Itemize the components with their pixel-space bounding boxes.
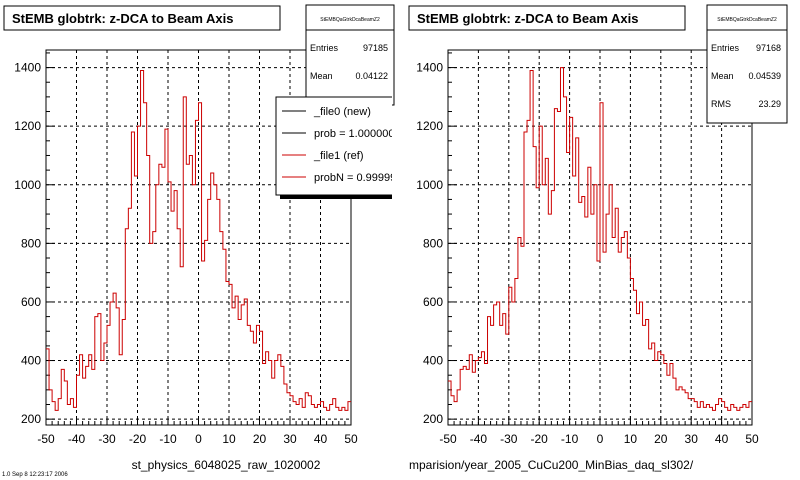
chart-title: StEMB globtrk: z-DCA to Beam Axis	[417, 11, 639, 26]
stats-label: Entries	[711, 43, 740, 53]
stats-box	[305, 4, 395, 106]
stats-value: 0.04539	[748, 71, 781, 81]
legend-box	[275, 96, 392, 196]
legend-label: probN = 0.999995	[314, 172, 402, 184]
footer-timestamp: 1.0 Sep 8 12:23:17 2006	[2, 472, 68, 478]
x-axis-title: st_physics_6048025_raw_1020002	[132, 458, 321, 472]
histogram-panel-1: -50 -40 -30 -20 -10 0 10 20 30 40 50 200 400 600 800 10…	[3, 4, 402, 472]
x-tick-label: -10	[159, 432, 177, 446]
x-axis-title: mparision/year_2005_CuCu200_MinBias_daq_…	[409, 458, 694, 472]
stats-value: 0.04122	[355, 71, 388, 81]
x-tick-label: 40	[715, 432, 729, 446]
stats-value: 97168	[756, 43, 781, 53]
x-tick-label: -50	[37, 432, 55, 446]
stats-name: StEMBQaGtrkDcaBeamZ2	[320, 17, 380, 23]
stats-label: Mean	[310, 71, 333, 81]
histogram-series-ref	[448, 67, 752, 411]
title-box	[408, 5, 686, 31]
legend-label: _file0 (new)	[313, 106, 371, 118]
legend-label: _file1 (ref)	[313, 150, 364, 162]
x-tick-label: 20	[253, 432, 267, 446]
y-tick-label: 1000	[14, 178, 41, 192]
legend-label: prob = 1.000000	[314, 128, 394, 140]
stats-label: Mean	[711, 71, 734, 81]
x-tick-label: -10	[561, 432, 579, 446]
x-tick-label: 10	[624, 432, 638, 446]
x-tick-label: -40	[68, 432, 86, 446]
y-tick-label: 200	[21, 412, 41, 426]
x-tick-label: -30	[500, 432, 518, 446]
x-tick-label: 0	[195, 432, 202, 446]
stats-value: 97185	[363, 43, 388, 53]
y-tick-label: 800	[21, 236, 41, 250]
y-tick-label: 400	[423, 354, 443, 368]
x-tick-label: -40	[470, 432, 488, 446]
x-tick-label: 50	[344, 432, 358, 446]
y-tick-label: 400	[21, 354, 41, 368]
y-tick-label: 200	[423, 412, 443, 426]
histogram-series-ref	[46, 70, 351, 411]
y-tick-label: 1400	[416, 61, 443, 75]
title-box	[3, 5, 281, 31]
stats-label: Entries	[310, 43, 339, 53]
y-tick-label: 600	[21, 295, 41, 309]
x-tick-label: -50	[439, 432, 457, 446]
x-tick-label: 30	[283, 432, 297, 446]
x-tick-label: 10	[222, 432, 236, 446]
x-tick-label: -20	[129, 432, 147, 446]
y-tick-label: 1200	[416, 119, 443, 133]
stats-value: 23.29	[758, 99, 781, 109]
histogram-panel-2: -50 -40 -30 -20 -10 0 10 20 30 40 50 200 400 600 800 10…	[408, 4, 788, 472]
chart-title: StEMB globtrk: z-DCA to Beam Axis	[12, 11, 234, 26]
stats-box	[706, 4, 788, 124]
x-tick-label: 30	[685, 432, 699, 446]
x-tick-label: 0	[597, 432, 604, 446]
y-tick-label: 1400	[14, 61, 41, 75]
y-tick-label: 1000	[416, 178, 443, 192]
legend: _file0 (new) prob = 1.000000 _file1 (ref) p…	[275, 96, 402, 199]
x-tick-label: -30	[98, 432, 116, 446]
x-tick-label: 40	[314, 432, 328, 446]
y-tick-label: 800	[423, 236, 443, 250]
x-tick-label: 50	[745, 432, 759, 446]
stats-label: RMS	[711, 99, 731, 109]
y-tick-label: 1200	[14, 119, 41, 133]
y-tick-label: 600	[423, 295, 443, 309]
stats-name: StEMBQaGtrkDcaBeamZ2	[717, 17, 777, 23]
x-tick-label: 20	[654, 432, 668, 446]
x-tick-label: -20	[531, 432, 549, 446]
